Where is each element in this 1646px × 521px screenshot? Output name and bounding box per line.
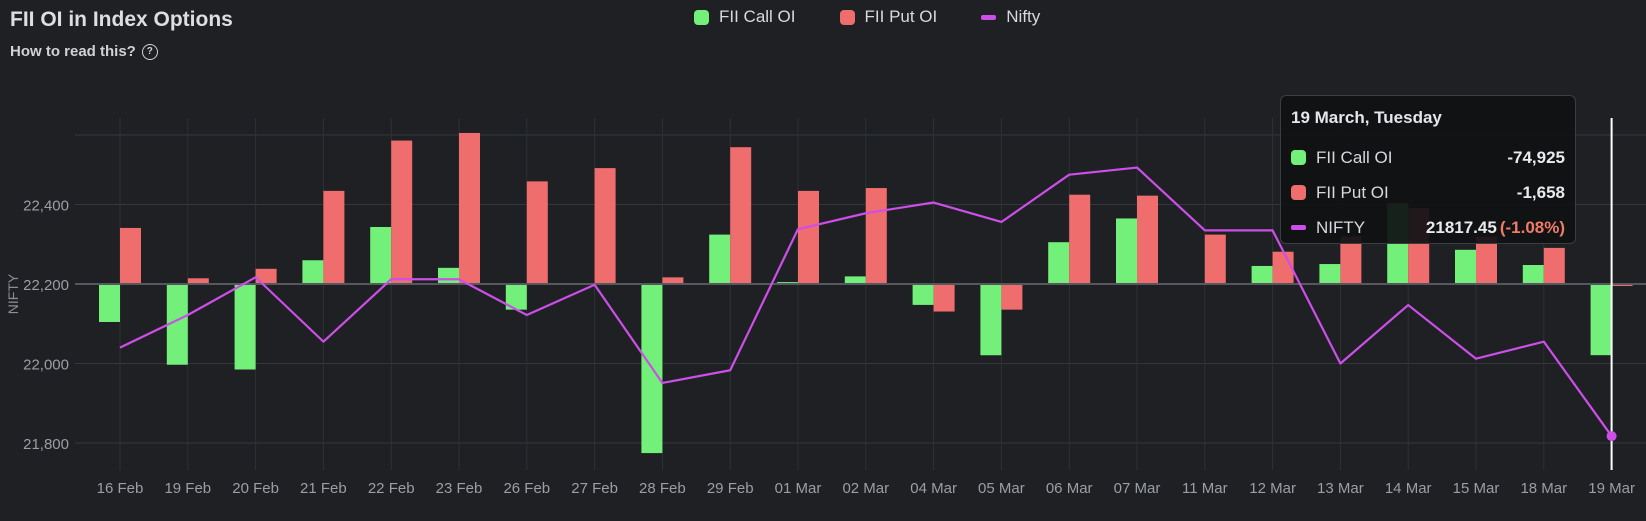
put-oi-bar <box>662 277 684 284</box>
put-oi-bar <box>526 181 548 284</box>
legend-call-label: FII Call OI <box>719 7 796 26</box>
nifty-point-marker <box>1606 431 1617 442</box>
legend-put-label: FII Put OI <box>864 7 938 26</box>
put-oi-bar <box>1272 251 1294 284</box>
x-tick-label: 20 Feb <box>232 480 279 497</box>
legend-item-nifty[interactable]: Nifty <box>981 7 1040 27</box>
x-tick-label: 19 Mar <box>1588 480 1635 497</box>
legend-nifty-label: Nifty <box>1006 7 1041 26</box>
x-tick-label: 23 Feb <box>436 480 483 497</box>
put-oi-bar <box>730 147 752 284</box>
call-oi-bar <box>370 227 392 284</box>
x-tick-label: 12 Mar <box>1249 480 1296 497</box>
x-tick-label: 29 Feb <box>707 480 754 497</box>
put-oi-bar <box>1543 247 1565 284</box>
put-oi-bar <box>120 227 141 284</box>
call-oi-bar <box>166 284 188 365</box>
nifty-line-icon <box>981 14 997 20</box>
legend-item-put[interactable]: FII Put OI <box>839 7 938 27</box>
call-oi-bar <box>1251 265 1273 284</box>
tooltip-nifty-change: (-1.08%) <box>1499 217 1565 237</box>
put-oi-bar <box>459 132 480 284</box>
y-axis-label: NIFTY <box>5 273 21 314</box>
chart-legend: FII Call OI FII Put OI Nifty <box>694 7 1040 27</box>
how-to-read-label: How to read this? <box>10 43 136 60</box>
tooltip-put-swatch-icon <box>1291 185 1306 200</box>
x-tick-label: 06 Mar <box>1046 480 1093 497</box>
put-oi-bar <box>1001 284 1023 310</box>
x-tick-label: 11 Mar <box>1182 480 1228 497</box>
put-swatch-icon <box>839 9 855 25</box>
tooltip-nifty-label: NIFTY <box>1316 217 1366 237</box>
call-oi-bar <box>302 260 324 284</box>
data-tooltip: 19 March, Tuesday FII Call OI -74,925 FI… <box>1280 95 1576 244</box>
put-oi-bar <box>933 284 955 312</box>
put-oi-bar <box>1340 236 1362 284</box>
y-tick-label: 21,800 <box>23 436 69 453</box>
call-oi-bar <box>1319 264 1341 284</box>
x-tick-label: 04 Mar <box>910 480 957 497</box>
call-swatch-icon <box>694 9 709 25</box>
call-oi-bar <box>505 284 527 310</box>
put-oi-bar <box>1476 236 1497 284</box>
call-oi-bar <box>1116 218 1137 284</box>
put-oi-bar <box>1069 194 1091 284</box>
nifty-line <box>119 166 1613 437</box>
tooltip-row-nifty: NIFTY 21817.45 (-1.08%) <box>1291 210 1565 245</box>
call-oi-bar <box>1455 249 1476 284</box>
tooltip-nifty-value: 21817.45 <box>1425 217 1497 237</box>
tooltip-put-value: -1,658 <box>1516 182 1565 202</box>
call-oi-bar <box>1048 242 1070 284</box>
x-tick-label: 21 Feb <box>300 480 347 497</box>
call-oi-bar <box>234 284 256 370</box>
x-tick-label: 15 Mar <box>1453 480 1500 497</box>
call-oi-bar <box>844 276 866 284</box>
x-tick-label: 22 Feb <box>368 480 415 497</box>
put-oi-bar <box>798 190 819 284</box>
y-tick-label: 22,200 <box>23 277 69 294</box>
put-oi-bar <box>1204 234 1226 284</box>
put-oi-bar <box>594 168 616 284</box>
tooltip-call-swatch-icon <box>1291 150 1306 165</box>
put-oi-bar <box>391 140 413 284</box>
put-oi-bar <box>323 190 345 284</box>
how-to-read-link[interactable]: How to read this? ? <box>10 43 158 60</box>
tooltip-call-value: -74,925 <box>1507 147 1565 167</box>
x-tick-label: 26 Feb <box>503 480 550 497</box>
x-tick-label: 07 Mar <box>1114 480 1161 497</box>
tooltip-date: 19 March, Tuesday <box>1291 108 1442 127</box>
y-tick-label: 22,400 <box>23 198 69 215</box>
tooltip-row-call: FII Call OI -74,925 <box>1291 140 1565 175</box>
call-oi-bar <box>438 267 459 284</box>
put-oi-bar <box>1137 195 1158 284</box>
tooltip-call-label: FII Call OI <box>1316 147 1393 167</box>
x-tick-label: 27 Feb <box>571 480 618 497</box>
x-tick-label: 18 Mar <box>1520 480 1567 497</box>
x-tick-label: 02 Mar <box>842 480 889 497</box>
x-tick-label: 14 Mar <box>1385 480 1432 497</box>
put-oi-bar <box>187 278 209 284</box>
tooltip-row-put: FII Put OI -1,658 <box>1291 175 1565 210</box>
call-oi-bar <box>99 284 120 322</box>
y-tick-label: 22,000 <box>23 357 69 374</box>
tooltip-put-label: FII Put OI <box>1316 182 1389 202</box>
x-tick-label: 16 Feb <box>97 480 144 497</box>
call-oi-bar <box>1590 284 1612 356</box>
call-oi-bar <box>1522 265 1544 284</box>
x-tick-label: 01 Mar <box>775 480 822 497</box>
x-tick-label: 28 Feb <box>639 480 686 497</box>
call-oi-bar <box>912 284 934 305</box>
x-tick-label: 19 Feb <box>164 480 211 497</box>
put-oi-bar <box>255 268 277 284</box>
chart-title: FII OI in Index Options <box>10 8 233 31</box>
tooltip-nifty-line-icon <box>1291 225 1306 230</box>
x-tick-label: 13 Mar <box>1317 480 1364 497</box>
call-oi-bar <box>709 234 731 284</box>
call-oi-bar <box>980 284 1002 356</box>
legend-item-call[interactable]: FII Call OI <box>694 7 796 27</box>
x-tick-label: 05 Mar <box>978 480 1025 497</box>
put-oi-bar <box>865 188 887 284</box>
help-icon: ? <box>141 43 158 60</box>
